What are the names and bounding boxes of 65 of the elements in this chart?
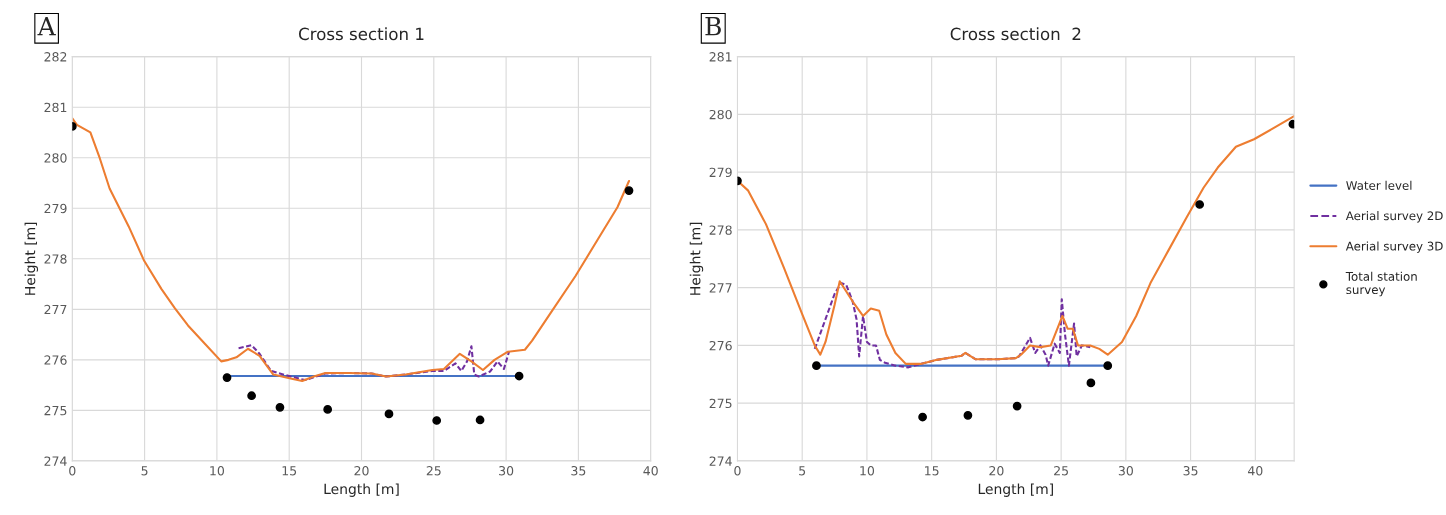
y-tick-label: 280 xyxy=(709,109,732,120)
x-tick-label: 40 xyxy=(1247,466,1263,476)
text: A xyxy=(37,16,56,36)
point xyxy=(1103,361,1113,371)
point xyxy=(323,405,333,414)
point xyxy=(384,409,394,419)
x-tick-label: 30 xyxy=(1118,466,1133,476)
point xyxy=(475,415,485,425)
y-tick-label: 279 xyxy=(44,203,67,214)
line-series xyxy=(737,115,1295,365)
y-tick-label: 280 xyxy=(44,153,67,163)
y-tick-label: 276 xyxy=(709,340,732,351)
point xyxy=(1195,200,1205,209)
y-tick-label: 278 xyxy=(44,254,67,264)
point xyxy=(222,373,232,382)
x-tick-label: 15 xyxy=(282,466,297,476)
y-tick-label: 274 xyxy=(44,456,67,466)
point xyxy=(275,402,285,412)
point xyxy=(1086,378,1096,388)
y-axis-title: Height [m] xyxy=(689,222,704,295)
chart-title: Cross section 2 xyxy=(950,27,1081,41)
text: B xyxy=(705,16,721,36)
y-tick-label: 281 xyxy=(709,52,732,62)
y-tick-label: 277 xyxy=(709,283,732,293)
y-axis-title: Height [m] xyxy=(24,222,39,295)
point xyxy=(1012,401,1022,411)
x-axis-title: Length [m] xyxy=(978,483,1053,497)
x-tick-label: 35 xyxy=(1183,466,1198,476)
legend-label: Aerial survey 2D xyxy=(1345,211,1443,223)
x-tick-label: 35 xyxy=(571,466,586,476)
point xyxy=(247,391,256,401)
y-tick-label: 275 xyxy=(709,398,732,409)
x-tick-label: 10 xyxy=(860,466,875,476)
y-tick-label: 279 xyxy=(709,167,732,178)
x-tick-label: 30 xyxy=(499,466,514,476)
chart-title: Cross section 1 xyxy=(298,27,424,41)
point xyxy=(918,412,927,422)
x-tick-label: 5 xyxy=(799,466,806,476)
y-tick-label: 275 xyxy=(44,405,67,416)
y-tick-label: 276 xyxy=(44,355,67,365)
legend-label: Total station survey xyxy=(1345,271,1417,297)
x-tick-label: 40 xyxy=(643,466,658,476)
point xyxy=(514,371,524,381)
x-tick-label: 0 xyxy=(69,466,76,476)
x-tick-label: 5 xyxy=(141,466,148,476)
x-tick-label: 25 xyxy=(1054,466,1068,476)
legend-label: Aerial survey 3D xyxy=(1345,241,1443,253)
y-tick-label: 281 xyxy=(44,102,67,113)
x-tick-label: 20 xyxy=(354,466,369,476)
y-tick-label: 274 xyxy=(709,456,732,466)
point xyxy=(432,416,442,425)
y-tick-label: 277 xyxy=(44,304,67,315)
point xyxy=(963,410,973,420)
line-series xyxy=(72,117,631,383)
x-tick-label: 25 xyxy=(426,466,441,476)
x-tick-label: 20 xyxy=(989,466,1004,476)
x-axis-title: Length [m] xyxy=(324,483,399,497)
point xyxy=(624,186,634,195)
y-tick-label: 278 xyxy=(709,225,732,235)
x-tick-label: 15 xyxy=(925,466,939,476)
point xyxy=(812,361,821,371)
x-tick-label: 10 xyxy=(210,466,225,476)
legend-label: Water level xyxy=(1346,180,1412,190)
y-tick-label: 282 xyxy=(44,52,67,62)
x-tick-label: 0 xyxy=(734,466,741,476)
